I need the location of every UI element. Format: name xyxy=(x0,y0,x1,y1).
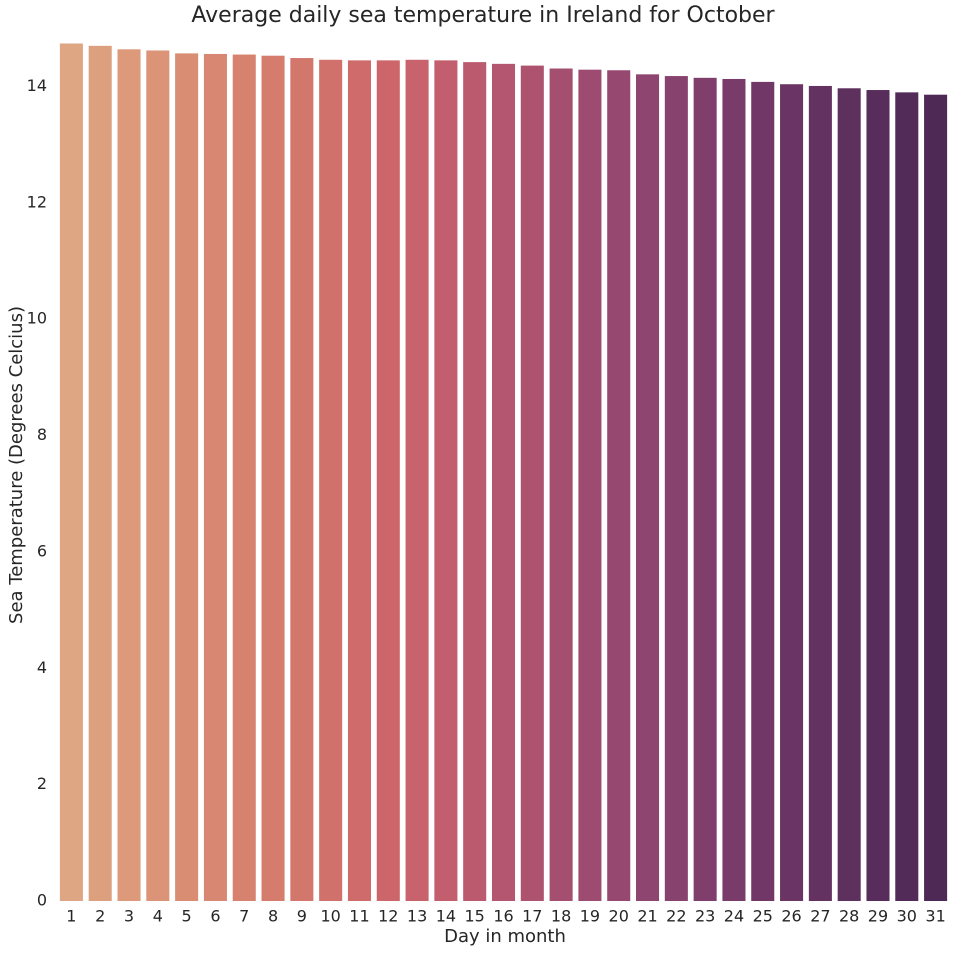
x-tick-label: 3 xyxy=(124,907,134,926)
bar xyxy=(549,68,573,901)
x-tick-label: 21 xyxy=(637,907,657,926)
x-tick-label: 1 xyxy=(66,907,76,926)
x-tick-label: 9 xyxy=(297,907,307,926)
chart-title: Average daily sea temperature in Ireland… xyxy=(191,3,775,28)
bar xyxy=(261,55,285,901)
y-tick-label: 12 xyxy=(27,192,47,211)
bar xyxy=(232,54,256,901)
x-tick-label: 24 xyxy=(724,907,744,926)
bar xyxy=(664,76,688,902)
bar xyxy=(88,45,112,901)
x-tick-label: 22 xyxy=(666,907,686,926)
bar xyxy=(895,92,919,902)
x-axis-label: Day in month xyxy=(444,926,566,947)
y-tick-label: 2 xyxy=(37,774,47,793)
bar xyxy=(808,85,832,901)
y-tick-label: 10 xyxy=(27,309,47,328)
x-tick-label: 26 xyxy=(781,907,801,926)
x-tick-label: 17 xyxy=(522,907,542,926)
x-tick-label: 25 xyxy=(753,907,773,926)
bar xyxy=(290,58,314,901)
bar xyxy=(59,43,83,901)
x-tick-label: 27 xyxy=(810,907,830,926)
x-tick-label: 8 xyxy=(268,907,278,926)
x-tick-label: 18 xyxy=(551,907,571,926)
x-tick-label: 14 xyxy=(436,907,456,926)
bar xyxy=(607,70,631,902)
bar xyxy=(376,60,400,901)
bar xyxy=(636,74,660,901)
bar xyxy=(751,81,775,902)
bar xyxy=(117,49,141,902)
x-tick-label: 28 xyxy=(839,907,859,926)
bar xyxy=(722,78,746,901)
bar xyxy=(693,77,717,901)
x-tick-label: 31 xyxy=(925,907,945,926)
bar xyxy=(866,90,890,902)
x-tick-label: 11 xyxy=(349,907,369,926)
bar xyxy=(434,60,458,901)
y-tick-label: 6 xyxy=(37,541,47,560)
x-tick-label: 4 xyxy=(153,907,163,926)
y-tick-label: 0 xyxy=(37,891,47,910)
y-tick-label: 4 xyxy=(37,658,47,677)
x-tick-label: 12 xyxy=(378,907,398,926)
bar xyxy=(146,50,170,902)
x-tick-label: 2 xyxy=(95,907,105,926)
bar xyxy=(491,63,516,901)
x-tick-label: 10 xyxy=(320,907,340,926)
bar xyxy=(924,94,948,902)
x-tick-label: 15 xyxy=(465,907,485,926)
bar xyxy=(837,88,861,901)
x-tick-label: 5 xyxy=(182,907,192,926)
x-tick-label: 7 xyxy=(239,907,249,926)
x-tick-label: 30 xyxy=(897,907,917,926)
x-tick-label: 16 xyxy=(493,907,513,926)
bar xyxy=(578,69,602,901)
x-tick-label: 29 xyxy=(868,907,888,926)
bar xyxy=(319,59,343,902)
x-tick-label: 13 xyxy=(407,907,427,926)
bar xyxy=(175,53,199,901)
bar xyxy=(463,62,487,902)
x-tick-label: 20 xyxy=(609,907,629,926)
bar xyxy=(405,59,429,902)
x-tick-label: 6 xyxy=(210,907,220,926)
bar xyxy=(520,65,544,902)
bar xyxy=(780,84,804,902)
bar xyxy=(347,60,371,901)
y-tick-label: 14 xyxy=(27,76,47,95)
x-tick-label: 23 xyxy=(695,907,715,926)
bar xyxy=(203,53,227,902)
y-tick-label: 8 xyxy=(37,425,47,444)
y-axis-label: Sea Temperature (Degrees Celcius) xyxy=(6,306,27,624)
x-tick-label: 19 xyxy=(580,907,600,926)
